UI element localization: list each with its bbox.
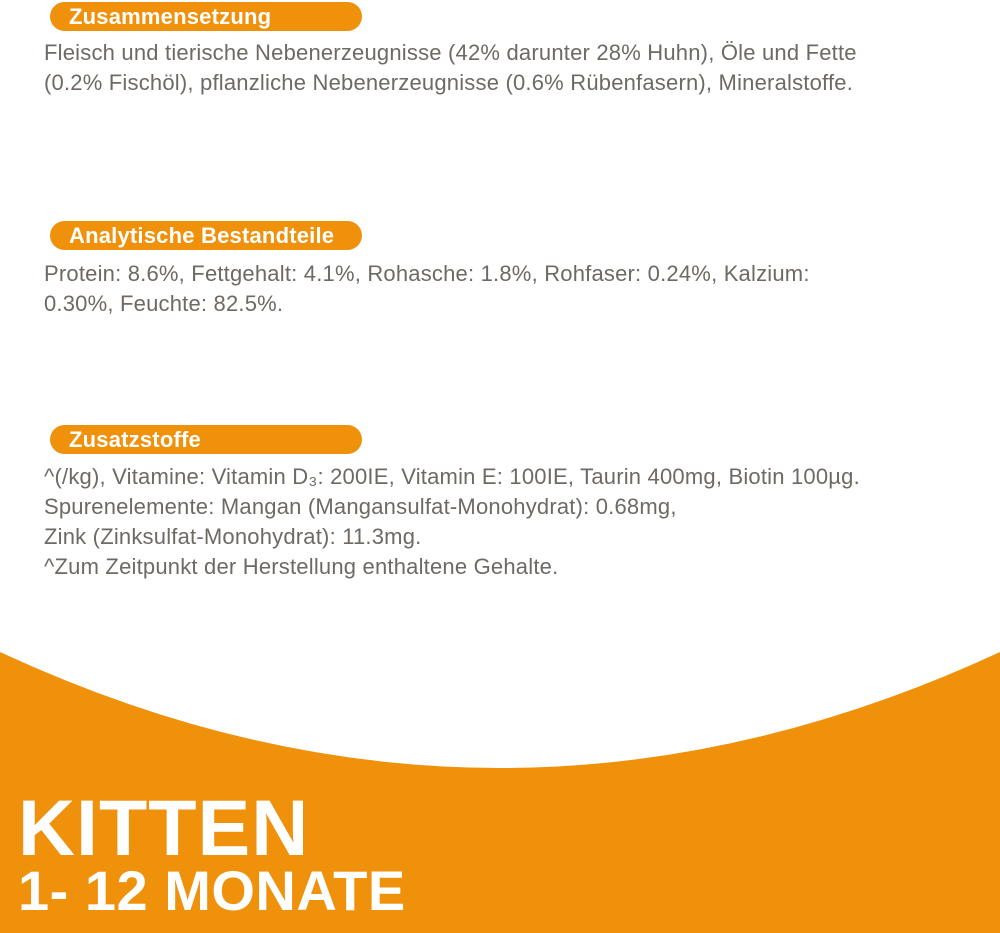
composition-section-badge: Zusammensetzung [50, 2, 362, 31]
age-range-subtitle: 1- 12 MONATE [18, 859, 406, 922]
analytical-constituents-text: Protein: 8.6%, Fettgehalt: 4.1%, Rohasch… [44, 261, 810, 316]
product-line-title: KITTEN [18, 783, 310, 872]
analytical-constituents-badge: Analytische Bestandteile [50, 221, 362, 250]
additives-section-badge: Zusatzstoffe [50, 425, 362, 454]
additives-text: ^(/kg), Vitamine: Vitamin D₃: 200IE, Vit… [44, 464, 860, 579]
composition-text: Fleisch und tierische Nebenerzeugnisse (… [44, 40, 857, 95]
footer-curve-shape [0, 652, 1000, 933]
